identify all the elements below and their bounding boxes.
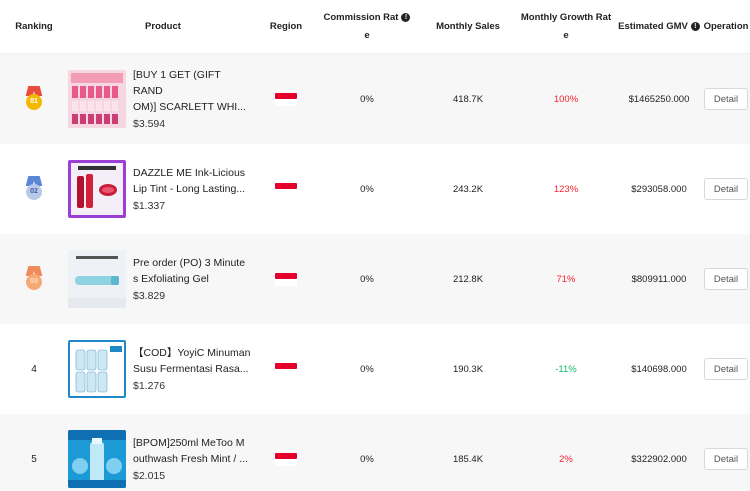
detail-button[interactable]: Detail xyxy=(704,88,748,110)
region-cell xyxy=(258,234,314,324)
bronze-medal-icon: 03 xyxy=(25,266,43,292)
info-icon[interactable]: ! xyxy=(401,13,411,22)
commission-rate: 0% xyxy=(360,453,374,465)
operation-cell: Detail xyxy=(702,324,750,414)
indonesia-flag-icon xyxy=(275,92,297,106)
col-commission-label-2: e xyxy=(364,29,370,41)
operation-cell: Detail xyxy=(702,414,750,491)
commission-rate: 0% xyxy=(360,93,374,105)
commission-rate: 0% xyxy=(360,183,374,195)
table-row: 03 Pre order (PO) 3 Minute s Exfoliating … xyxy=(0,234,750,324)
monthly-growth-rate: 123% xyxy=(553,183,579,195)
indonesia-flag-icon xyxy=(275,182,297,196)
col-ranking[interactable]: Ranking xyxy=(15,20,53,32)
region-cell xyxy=(258,54,314,144)
product-cell[interactable]: [BUY 1 GET (GIFT RAND OM)] SCARLETT WHI..… xyxy=(68,54,258,144)
monthly-growth-rate: 100% xyxy=(553,93,579,105)
col-commission[interactable]: Commission Rat ! e xyxy=(314,9,420,45)
rank-number: 5 xyxy=(31,453,37,465)
estimated-gmv: $140698.000 xyxy=(631,363,687,375)
commission-rate: 0% xyxy=(360,273,374,285)
operation-cell: Detail xyxy=(702,54,750,144)
indonesia-flag-icon xyxy=(275,362,297,376)
ranking-cell: 02 xyxy=(0,144,68,234)
col-operation: Operation xyxy=(703,20,749,32)
col-monthly-sales[interactable]: Monthly Sales xyxy=(436,20,500,32)
product-price: $3.829 xyxy=(133,289,166,302)
table-row: 4 【COD】YoyiC Minuman Susu Fermentasi Rasa… xyxy=(0,324,750,414)
region-cell xyxy=(258,414,314,491)
ranking-cell: 01 xyxy=(0,54,68,144)
estimated-gmv: $293058.000 xyxy=(631,183,687,195)
estimated-gmv: $322902.000 xyxy=(631,453,687,465)
product-price: $2.015 xyxy=(133,469,166,482)
detail-button[interactable]: Detail xyxy=(704,178,748,200)
monthly-growth-rate: -11% xyxy=(555,363,577,375)
col-gmv-label: Estimated GMV xyxy=(618,20,688,32)
estimated-gmv: $809911.000 xyxy=(631,273,687,285)
col-growth-label-2: e xyxy=(563,29,569,41)
product-price: $3.594 xyxy=(133,117,166,130)
gold-medal-icon: 01 xyxy=(25,86,43,112)
product-name[interactable]: DAZZLE ME Ink-Licious Lip Tint - Long Las… xyxy=(133,166,246,195)
col-region[interactable]: Region xyxy=(269,20,303,32)
monthly-sales: 418.7K xyxy=(452,93,484,105)
monthly-sales: 185.4K xyxy=(452,453,484,465)
product-cell[interactable]: Pre order (PO) 3 Minute s Exfoliating Gel… xyxy=(68,234,258,324)
product-price: $1.337 xyxy=(133,199,166,212)
estimated-gmv: $1465250.000 xyxy=(628,93,690,105)
product-cell[interactable]: DAZZLE ME Ink-Licious Lip Tint - Long Las… xyxy=(68,144,258,234)
monthly-sales: 212.8K xyxy=(452,273,484,285)
product-thumbnail[interactable] xyxy=(68,250,126,308)
monthly-growth-rate: 2% xyxy=(559,453,573,465)
detail-button[interactable]: Detail xyxy=(704,448,748,470)
ranking-cell: 4 xyxy=(0,324,68,414)
monthly-sales: 190.3K xyxy=(452,363,484,375)
table-row: 02 DAZZLE ME Ink-Licious Lip Tint - Long … xyxy=(0,144,750,234)
product-name[interactable]: Pre order (PO) 3 Minute s Exfoliating Gel xyxy=(133,256,246,285)
product-thumbnail[interactable] xyxy=(68,70,126,128)
operation-cell: Detail xyxy=(702,144,750,234)
silver-medal-icon: 02 xyxy=(25,176,43,202)
product-price: $1.276 xyxy=(133,379,166,392)
product-name[interactable]: 【COD】YoyiC Minuman Susu Fermentasi Rasa..… xyxy=(133,346,251,375)
col-growth-label-1: Monthly Growth Rat xyxy=(520,11,612,23)
region-cell xyxy=(258,144,314,234)
col-estimated-gmv[interactable]: Estimated GMV ! xyxy=(616,18,702,36)
monthly-growth-rate: 71% xyxy=(556,273,576,285)
region-cell xyxy=(258,324,314,414)
ranking-cell: 5 xyxy=(0,414,68,491)
product-thumbnail[interactable] xyxy=(68,160,126,218)
info-icon[interactable]: ! xyxy=(690,22,700,31)
commission-rate: 0% xyxy=(360,363,374,375)
table-row: 01 [BUY 1 xyxy=(0,54,750,144)
detail-button[interactable]: Detail xyxy=(704,268,748,290)
ranking-cell: 03 xyxy=(0,234,68,324)
col-commission-label-1: Commission Rat xyxy=(323,11,399,23)
operation-cell: Detail xyxy=(702,234,750,324)
rank-number: 4 xyxy=(31,363,37,375)
indonesia-flag-icon xyxy=(275,272,297,286)
product-thumbnail[interactable] xyxy=(68,430,126,488)
col-monthly-growth[interactable]: Monthly Growth Rat e xyxy=(516,9,616,45)
product-cell[interactable]: 【COD】YoyiC Minuman Susu Fermentasi Rasa..… xyxy=(68,324,258,414)
col-product[interactable]: Product xyxy=(145,20,181,32)
monthly-sales: 243.2K xyxy=(452,183,484,195)
table-header: Ranking Product Region Commission Rat ! … xyxy=(0,0,750,54)
indonesia-flag-icon xyxy=(275,452,297,466)
detail-button[interactable]: Detail xyxy=(704,358,748,380)
product-thumbnail[interactable] xyxy=(68,340,126,398)
product-name[interactable]: [BUY 1 GET (GIFT RAND OM)] SCARLETT WHI..… xyxy=(133,68,246,113)
